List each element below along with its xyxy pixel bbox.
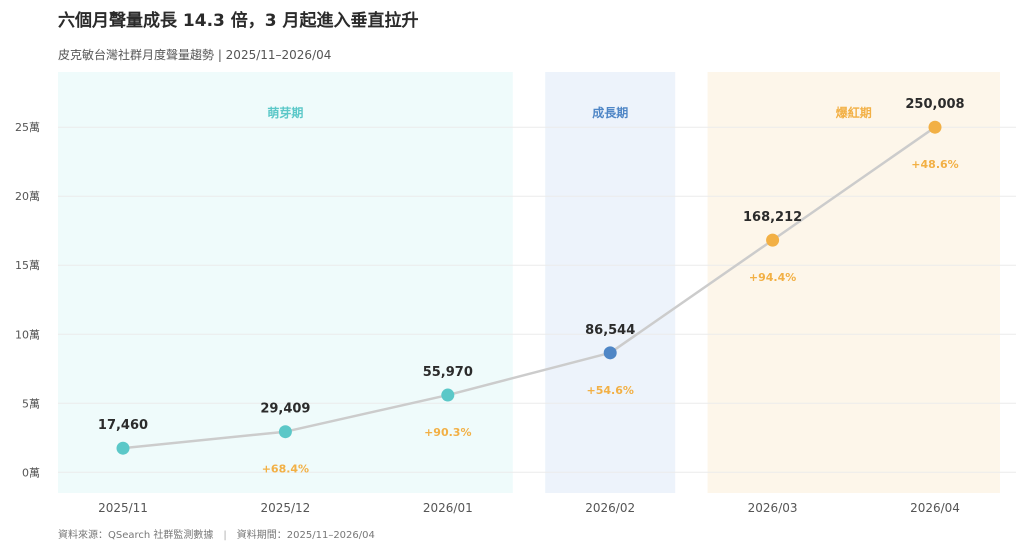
growth-label: +48.6% [911, 158, 958, 171]
data-point [278, 425, 292, 439]
footer-source: 資料來源：QSearch 社群監測數據 [58, 530, 214, 541]
data-point [116, 441, 130, 455]
data-point [441, 388, 455, 402]
phase-band-sprout [58, 72, 513, 493]
value-label: 168,212 [743, 210, 802, 225]
grid-lines [58, 126, 1016, 473]
data-point [603, 346, 617, 360]
y-axis: 0萬 5萬 10萬 15萬 20萬 25萬 [15, 121, 40, 479]
y-tick-label: 25萬 [15, 121, 40, 134]
series-line [122, 126, 936, 450]
x-tick-label: 2026/04 [910, 501, 960, 515]
series-line-group [116, 120, 942, 455]
phase-label-growth: 成長期 [592, 105, 628, 120]
phase-bands: 萌芽期 成長期 爆紅期 [58, 72, 1000, 493]
footer-separator: | [223, 530, 227, 541]
phase-band-growth [545, 72, 676, 493]
growth-label: +68.4% [262, 463, 309, 476]
data-point [766, 233, 780, 247]
x-tick-label: 2025/12 [260, 501, 310, 515]
chart-title: 六個月聲量成長 14.3 倍，3 月起進入垂直拉升 [58, 11, 419, 31]
phase-label-sprout: 萌芽期 [267, 105, 303, 120]
growth-label: +94.4% [749, 271, 796, 284]
y-tick-label: 10萬 [15, 328, 40, 341]
value-label: 86,544 [585, 323, 635, 338]
phase-band-hot [707, 72, 1000, 493]
x-tick-label: 2026/02 [585, 501, 635, 515]
x-tick-label: 2026/01 [423, 501, 473, 515]
x-tick-label: 2025/11 [98, 501, 148, 515]
x-axis: 2025/11 2025/12 2026/01 2026/02 2026/03 2026/… [98, 501, 960, 515]
x-tick-label: 2026/03 [748, 501, 798, 515]
growth-label: +54.6% [587, 384, 634, 397]
chart-subtitle: 皮克敏台灣社群月度聲量趨勢 | 2025/11–2026/04 [58, 48, 332, 62]
y-tick-label: 5萬 [22, 397, 40, 410]
value-label: 17,460 [98, 418, 148, 433]
growth-label: +90.3% [424, 426, 471, 439]
footer: 資料來源：QSearch 社群監測數據 | 資料期間：2025/11–2026/04 [58, 526, 375, 541]
y-tick-label: 20萬 [15, 190, 40, 203]
value-label: 55,970 [423, 365, 473, 380]
phase-label-hot: 爆紅期 [836, 105, 872, 120]
value-label: 29,409 [260, 402, 310, 417]
data-point [928, 120, 942, 134]
value-label: 250,008 [905, 97, 964, 112]
y-tick-label: 15萬 [15, 259, 40, 272]
y-tick-label: 0萬 [22, 466, 40, 479]
label-group: 17,460 29,409 +68.4% 55,970 +90.3% 86,544 +54.… [98, 97, 965, 475]
footer-period: 資料期間：2025/11–2026/04 [236, 530, 375, 541]
